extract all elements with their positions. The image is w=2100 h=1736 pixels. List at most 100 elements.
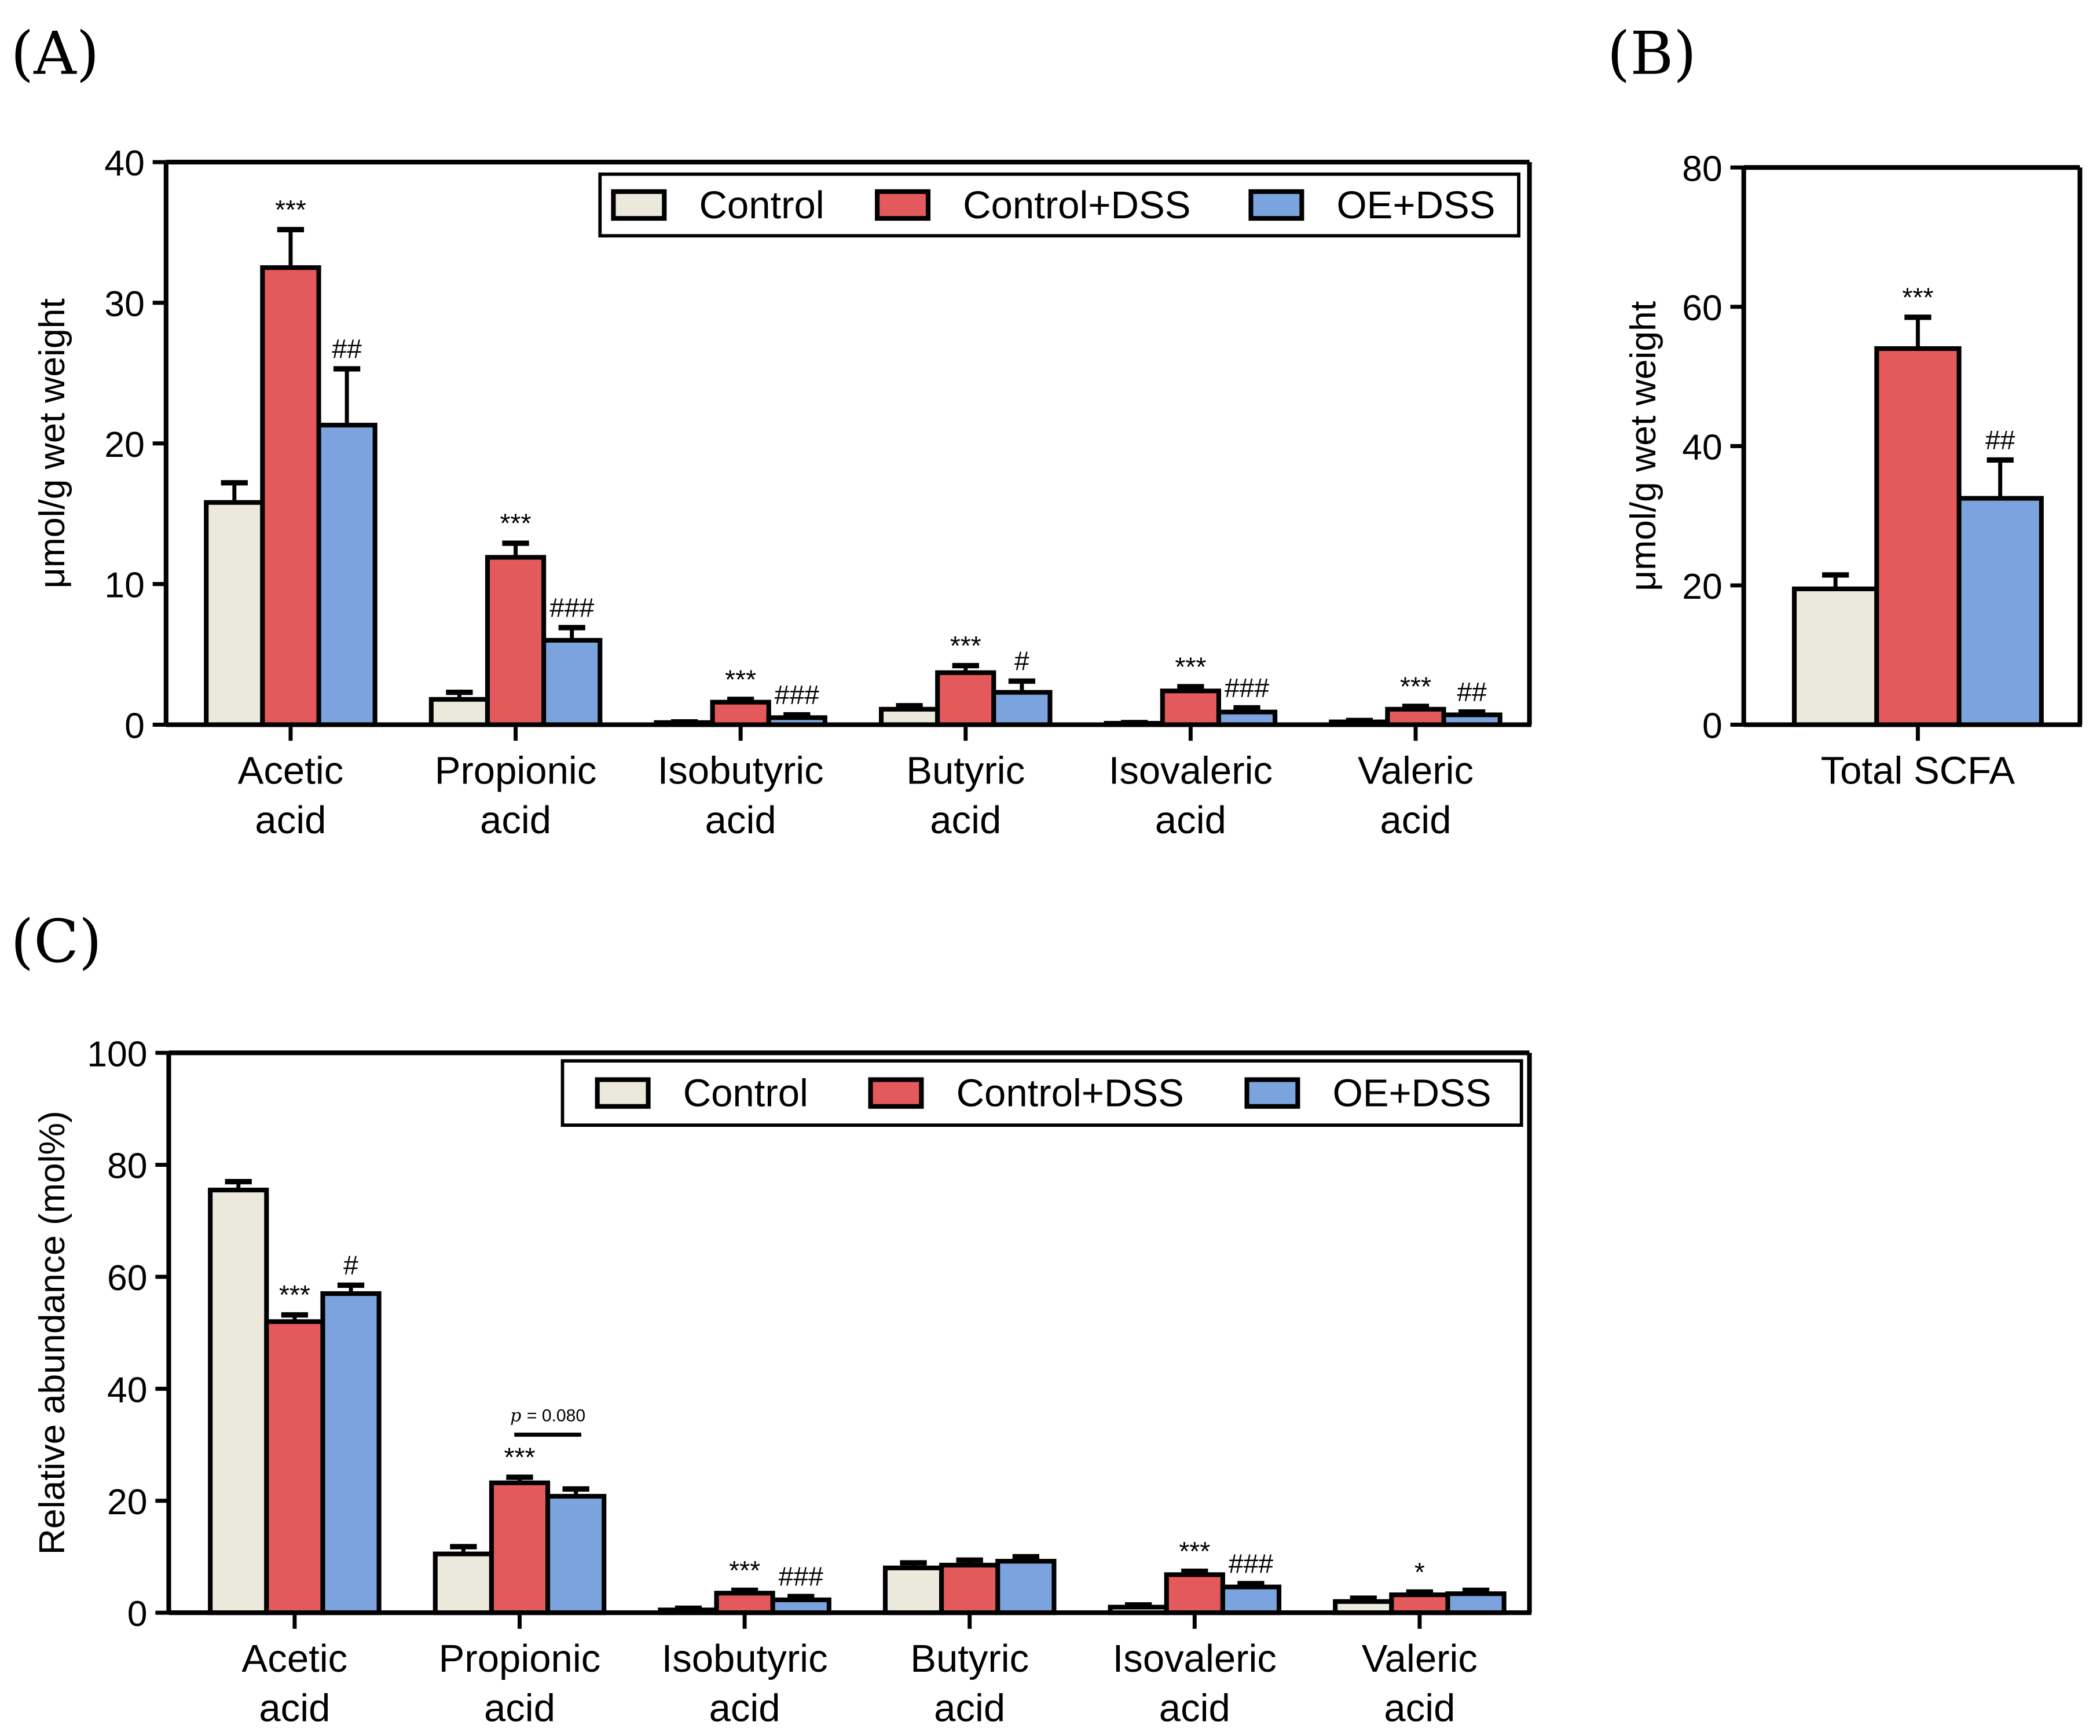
y-tick-label: 20 (107, 1482, 147, 1522)
legend: Control Control+DSS OE+DSS (598, 172, 1520, 238)
x-tick-label: Acetic (238, 749, 344, 792)
x-tick-label: acid (930, 799, 1001, 842)
legend: Control Control+DSS OE+DSS (560, 1059, 1523, 1127)
x-tick-label: Isobutyric (658, 749, 824, 792)
significance-label: *** (279, 1280, 310, 1310)
x-tick-label: acid (709, 1686, 780, 1730)
bar-oe-dss (1220, 1584, 1282, 1616)
significance-label: *** (1175, 651, 1206, 682)
y-tick-label: 0 (1702, 706, 1722, 746)
significance-label: * (1414, 1557, 1425, 1587)
x-tick-label: acid (705, 799, 776, 842)
bar-control (208, 1188, 269, 1616)
bar-oe-dss (316, 423, 378, 727)
bar-oe-dss (541, 638, 603, 727)
bar-control-dss (1164, 1572, 1225, 1616)
x-tick-label: Acetic (242, 1637, 348, 1680)
legend-label: Control (683, 1072, 808, 1115)
significance-label: *** (1179, 1536, 1210, 1566)
x-tick-label: acid (1155, 799, 1226, 842)
chart-panel-A: (A)μmol/g wet weight******************##… (11, 20, 1532, 842)
x-tick-label: Isovaleric (1109, 749, 1273, 792)
legend-swatch (875, 189, 931, 221)
x-tick-label: acid (1159, 1686, 1230, 1730)
legend-swatch (595, 1077, 651, 1109)
x-tick-label: Valeric (1358, 749, 1474, 792)
p-value-label: p = 0.080 (510, 1406, 585, 1426)
significance-label: ### (1229, 1548, 1273, 1578)
bar-control (1791, 586, 1879, 727)
x-tick-label: acid (484, 1686, 555, 1730)
significance-label: ### (779, 1562, 823, 1592)
bar-control (882, 1565, 944, 1616)
y-tick-label: 100 (87, 1034, 147, 1074)
bar-control-dss (264, 1319, 325, 1616)
legend-label: OE+DSS (1333, 1072, 1491, 1115)
legend-label: Control+DSS (956, 1072, 1184, 1115)
legend-swatch (1248, 189, 1304, 221)
x-tick-label: Isobutyric (662, 1637, 828, 1680)
y-tick-label: 20 (1682, 566, 1722, 607)
legend-label: Control+DSS (963, 184, 1190, 227)
legend-box (560, 1059, 1523, 1127)
bar-control-dss (710, 699, 771, 727)
y-tick-label: 0 (127, 1594, 148, 1634)
y-tick-label: 80 (1682, 148, 1722, 189)
bar-oe-dss (1445, 1591, 1507, 1616)
bar-control (428, 697, 490, 727)
bar-control-dss (489, 1480, 551, 1616)
panel-label: (B) (1607, 20, 1696, 88)
y-axis-label: μmol/g wet weight (1623, 301, 1663, 591)
bar-control-dss (1160, 688, 1222, 727)
significance-label: # (1014, 646, 1029, 676)
bar-control-dss (1389, 1592, 1450, 1616)
y-tick-label: 40 (104, 143, 144, 184)
bar-control (433, 1551, 494, 1616)
significance-label: *** (504, 1442, 535, 1473)
y-tick-label: 30 (104, 284, 144, 324)
significance-label: ### (775, 680, 819, 710)
x-tick-label: Propionic (435, 749, 597, 792)
legend-swatch (868, 1077, 924, 1109)
legend-label: Control (699, 184, 824, 227)
x-tick-label: Butyric (906, 749, 1025, 792)
x-tick-label: acid (259, 1686, 330, 1730)
bar-oe-dss (995, 1559, 1057, 1616)
bar-control-dss (1874, 346, 1962, 727)
bar-oe-dss (1956, 496, 2044, 727)
significance-label: *** (950, 631, 981, 661)
y-tick-label: 60 (1682, 288, 1722, 328)
y-tick-label: 40 (107, 1369, 147, 1410)
x-tick-label: acid (480, 799, 551, 842)
bar-control-dss (714, 1591, 775, 1616)
bar-control (204, 500, 265, 727)
x-tick-label: Propionic (439, 1637, 601, 1680)
significance-label: *** (725, 664, 756, 694)
bar-control-dss (260, 265, 321, 727)
significance-label: ## (332, 334, 362, 364)
bar-oe-dss (991, 690, 1053, 727)
y-axis-label: μmol/g wet weight (32, 298, 72, 588)
legend-box (598, 172, 1520, 238)
y-tick-label: 0 (124, 706, 145, 746)
chart-panel-B: (B) μmol/g wet weight *** ## 0 20 40 60 80 Total … (1607, 20, 2083, 792)
panel-label: (A) (11, 20, 100, 88)
bar-oe-dss (545, 1493, 607, 1616)
x-tick-label: Butyric (910, 1637, 1029, 1680)
y-tick-label: 10 (104, 565, 144, 606)
bar-control-dss (485, 555, 547, 727)
y-axis-label: Relative abundance (mol%) (32, 1111, 72, 1555)
legend-swatch (611, 189, 667, 221)
bar-control-dss (935, 670, 996, 727)
y-tick-label: 60 (107, 1258, 147, 1298)
legend-swatch (1244, 1077, 1300, 1109)
x-tick-label: acid (934, 1686, 1005, 1730)
legend-label: OE+DSS (1337, 184, 1496, 227)
x-tick-label: Total SCFA (1821, 749, 2015, 792)
y-tick-label: 40 (1682, 427, 1722, 467)
y-tick-label: 80 (107, 1146, 147, 1186)
x-tick-label: acid (1384, 1686, 1455, 1730)
bar-control-dss (939, 1562, 1000, 1616)
significance-label: ## (1985, 425, 2015, 455)
